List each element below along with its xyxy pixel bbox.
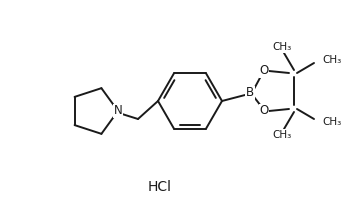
Text: CH₃: CH₃ xyxy=(272,42,291,52)
Text: CH₃: CH₃ xyxy=(322,55,341,65)
Text: O: O xyxy=(259,104,269,117)
Text: N: N xyxy=(113,104,122,117)
Text: CH₃: CH₃ xyxy=(272,130,291,140)
Text: B: B xyxy=(246,87,254,99)
Text: HCl: HCl xyxy=(148,180,172,194)
Text: N: N xyxy=(113,104,122,117)
Text: CH₃: CH₃ xyxy=(322,117,341,127)
Text: O: O xyxy=(259,65,269,78)
